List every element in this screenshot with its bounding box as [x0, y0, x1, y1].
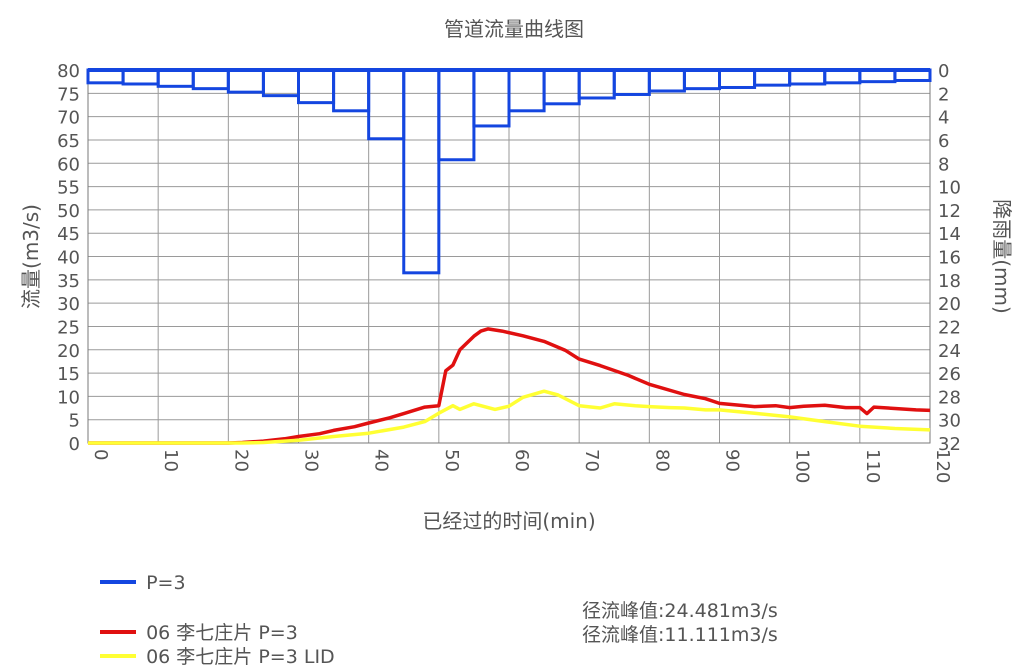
y-right-tick-label: 12 [938, 201, 961, 222]
x-tick-label: 110 [862, 449, 883, 483]
y-right-tick-label: 22 [938, 317, 961, 338]
y-right-tick-label: 24 [938, 341, 961, 362]
x-tick-label: 120 [932, 449, 953, 483]
rain-bar [437, 68, 476, 162]
rain-bar [121, 68, 160, 86]
x-tick-label: 10 [160, 449, 181, 472]
legend-series-1-swatch [100, 629, 137, 634]
y-left-tick-label: 80 [57, 61, 80, 82]
x-tick-label: 0 [90, 449, 111, 460]
y-left-tick-label: 30 [57, 294, 80, 315]
legend-series-1: 06 李七庄片 P=3 [88, 596, 298, 645]
rain-bar [647, 68, 686, 93]
series-1-peak-label: 径流峰值:24.481m3/s [582, 600, 778, 622]
rain-bar [191, 68, 230, 91]
x-tick-label: 60 [511, 449, 532, 472]
y-right-tick-label: 4 [938, 108, 949, 129]
legend-rain-label: P=3 [146, 572, 186, 594]
rain-bar [402, 68, 441, 275]
rain-bar [472, 68, 511, 128]
rain-bar [332, 68, 371, 113]
legend-series-2-swatch [100, 653, 137, 658]
x-tick-label: 30 [301, 449, 322, 472]
rain-bar [367, 68, 406, 141]
x-axis-label: 已经过的时间(min) [422, 509, 595, 533]
x-tick-label: 50 [441, 449, 462, 472]
y-left-tick-label: 55 [57, 178, 80, 199]
y-left-tick-label: 40 [57, 248, 80, 269]
y-left-tick-label: 10 [57, 387, 80, 408]
y-right-tick-label: 18 [938, 271, 961, 292]
series-2-line [88, 389, 931, 445]
x-tick-label: 20 [230, 449, 251, 472]
y-left-tick-label: 35 [57, 271, 80, 292]
legend-rain: P=3 [88, 550, 186, 594]
y-left-tick-label: 25 [57, 317, 80, 338]
y-right-tick-label: 26 [938, 364, 961, 385]
y-left-axis-label: 流量(m3/s) [19, 204, 43, 309]
y-left-tick-label: 15 [57, 364, 80, 385]
legend-rain-swatch [100, 579, 137, 584]
y-left-tick-label: 0 [69, 434, 80, 455]
y-right-tick-label: 32 [938, 434, 961, 455]
rain-bar [718, 68, 757, 89]
rain-bar [297, 68, 336, 105]
rain-bar [612, 68, 651, 96]
y-right-tick-label: 20 [938, 294, 961, 315]
y-left-tick-label: 65 [57, 131, 80, 152]
y-left-tick-label: 5 [69, 411, 80, 432]
series-1-line [88, 327, 931, 445]
y-left-tick-label: 75 [57, 84, 80, 105]
y-right-tick-label: 6 [938, 131, 949, 152]
rain-bar [226, 68, 265, 94]
y-right-tick-label: 14 [938, 224, 961, 245]
rain-bar [156, 68, 195, 88]
legend-series-1-label: 06 李七庄片 P=3 [146, 622, 298, 644]
y-left-tick-label: 60 [57, 154, 80, 175]
y-right-tick-label: 28 [938, 387, 961, 408]
x-tick-label: 70 [581, 449, 602, 472]
y-left-tick-label: 70 [57, 108, 80, 129]
y-right-tick-label: 0 [938, 61, 949, 82]
y-left-tick-label: 20 [57, 341, 80, 362]
x-tick-label: 90 [722, 449, 743, 472]
x-tick-label: 80 [651, 449, 672, 472]
rain-bar [788, 68, 827, 86]
x-tick-label: 40 [371, 449, 392, 472]
chart-title: 管道流量曲线图 [444, 17, 584, 41]
rain-bar [507, 68, 546, 113]
series-2-peak-label: 径流峰值:11.111m3/s [582, 624, 778, 646]
x-tick-label: 100 [792, 449, 813, 483]
y-right-axis-label: 降雨量(mm) [990, 199, 1014, 314]
y-right-tick-label: 10 [938, 178, 961, 199]
y-right-tick-label: 2 [938, 84, 949, 105]
rain-bar [261, 68, 300, 98]
legend-series-2-label: 06 李七庄片 P=3 LID [146, 646, 335, 668]
rain-bar [682, 68, 722, 91]
rain-bar [753, 68, 792, 87]
y-right-tick-label: 30 [938, 411, 961, 432]
y-right-tick-label: 16 [938, 248, 961, 269]
legend-series-2: 06 李七庄片 P=3 LID [88, 620, 335, 669]
y-left-tick-label: 50 [57, 201, 80, 222]
rain-bar [542, 68, 581, 106]
y-right-tick-label: 8 [938, 154, 949, 175]
y-left-tick-label: 45 [57, 224, 80, 245]
